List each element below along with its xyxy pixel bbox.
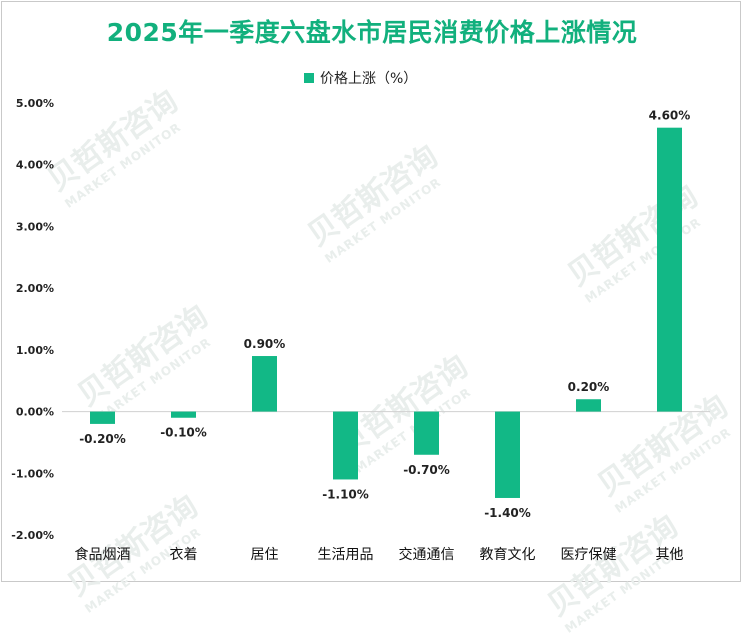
data-label: 4.60% [649,109,691,123]
y-tick-label: 5.00% [16,97,54,110]
data-label: -0.70% [403,463,450,477]
x-tick-label: 交通通信 [399,546,455,563]
y-tick-label: 2.00% [16,282,54,295]
bar [90,411,115,424]
bar [171,411,196,418]
bar [414,411,439,455]
data-label: -1.40% [484,506,531,520]
x-tick-label: 其他 [656,547,684,563]
y-tick-label: -2.00% [11,529,54,542]
chart-title: 2025年一季度六盘水市居民消费价格上涨情况 [106,18,638,47]
x-tick-label: 居住 [251,547,279,563]
bar [252,356,277,412]
y-tick-label: 4.00% [16,159,54,172]
data-label: -0.20% [79,432,126,446]
x-tick-label: 食品烟酒 [75,546,131,563]
chart-frame [1,1,741,582]
data-label: 0.20% [568,380,610,394]
bar [495,411,520,498]
bar [333,411,358,480]
bar [576,399,601,412]
data-label: -1.10% [322,487,369,501]
legend-label: 价格上涨（%） [320,71,418,87]
y-tick-label: 3.00% [16,220,54,233]
bar-chart: 5.00% 4.00% 3.00% 2.00% 1.00% 0.00% -1.00% -2.0… [11,97,710,563]
y-tick-label: -1.00% [11,467,54,480]
bar [657,127,682,412]
data-label: 0.90% [244,337,286,351]
x-tick-label: 衣着 [170,547,198,563]
legend-swatch [304,73,314,83]
y-tick-label: 1.00% [16,344,54,357]
legend: 价格上涨（%） [304,70,418,87]
y-tick-label: 0.00% [16,406,54,419]
x-tick-label: 教育文化 [480,547,536,563]
data-label: -0.10% [160,426,207,440]
x-tick-label: 医疗保健 [561,547,617,563]
x-tick-label: 生活用品 [318,547,374,563]
